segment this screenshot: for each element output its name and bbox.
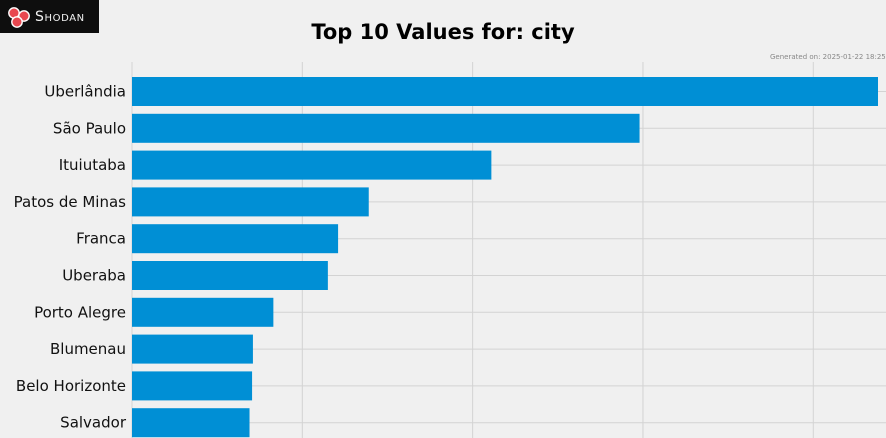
category-label: Uberlândia bbox=[44, 83, 126, 101]
category-label: Patos de Minas bbox=[14, 193, 127, 211]
bar bbox=[132, 187, 369, 217]
bar bbox=[132, 113, 640, 143]
category-label: Belo Horizonte bbox=[16, 377, 126, 395]
bar bbox=[132, 150, 492, 180]
category-label: Porto Alegre bbox=[34, 303, 126, 321]
bar bbox=[132, 408, 250, 438]
bar bbox=[132, 77, 878, 106]
category-label: Uberaba bbox=[62, 267, 126, 285]
bars bbox=[132, 77, 878, 438]
bar bbox=[132, 297, 274, 327]
chart-title: Top 10 Values for: city bbox=[311, 20, 575, 44]
category-labels: Uberlândia São Paulo Ituiutaba Patos de Min… bbox=[14, 83, 127, 432]
bar bbox=[132, 334, 253, 364]
category-label: Franca bbox=[76, 230, 126, 248]
logo-text: Shodan bbox=[35, 8, 85, 25]
category-label: São Paulo bbox=[53, 119, 126, 137]
category-label: Salvador bbox=[60, 414, 127, 432]
bar bbox=[132, 261, 328, 290]
category-label: Ituiutaba bbox=[59, 156, 126, 174]
bar bbox=[132, 371, 253, 401]
category-label: Blumenau bbox=[50, 340, 126, 358]
bar bbox=[132, 224, 339, 254]
shodan-logo-icon bbox=[8, 6, 30, 28]
logo: Shodan bbox=[0, 0, 99, 33]
generated-timestamp: Generated on: 2025-01-22 18:25:26 bbox=[770, 53, 886, 61]
